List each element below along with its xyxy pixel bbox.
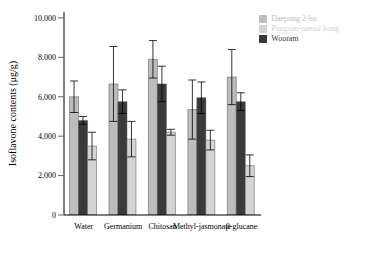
svg-text:β-glucane: β-glucane	[226, 222, 258, 231]
svg-text:4,000: 4,000	[38, 132, 56, 141]
html-text:Pungsan-namul kong: Pungsan-namul kong	[271, 24, 339, 33]
svg-text:2,000: 2,000	[38, 171, 56, 180]
svg-text:0: 0	[52, 211, 56, 220]
html-text:Wooram: Wooram	[271, 34, 299, 43]
svg-text:Chitosan: Chitosan	[148, 221, 177, 231]
html-text:Daepung 2-ho: Daepung 2-ho	[271, 14, 317, 23]
svg-text:Isoflavone contents (μg/g): Isoflavone contents (μg/g)	[8, 61, 19, 166]
svg-text:Germanium: Germanium	[104, 222, 143, 231]
svg-text:6,000: 6,000	[38, 93, 56, 102]
svg-text:10,000: 10,000	[34, 14, 56, 23]
svg-text:8,000: 8,000	[38, 53, 56, 62]
svg-text:Methyl-jasmonate: Methyl-jasmonate	[173, 222, 232, 231]
svg-text:Water: Water	[74, 222, 93, 231]
